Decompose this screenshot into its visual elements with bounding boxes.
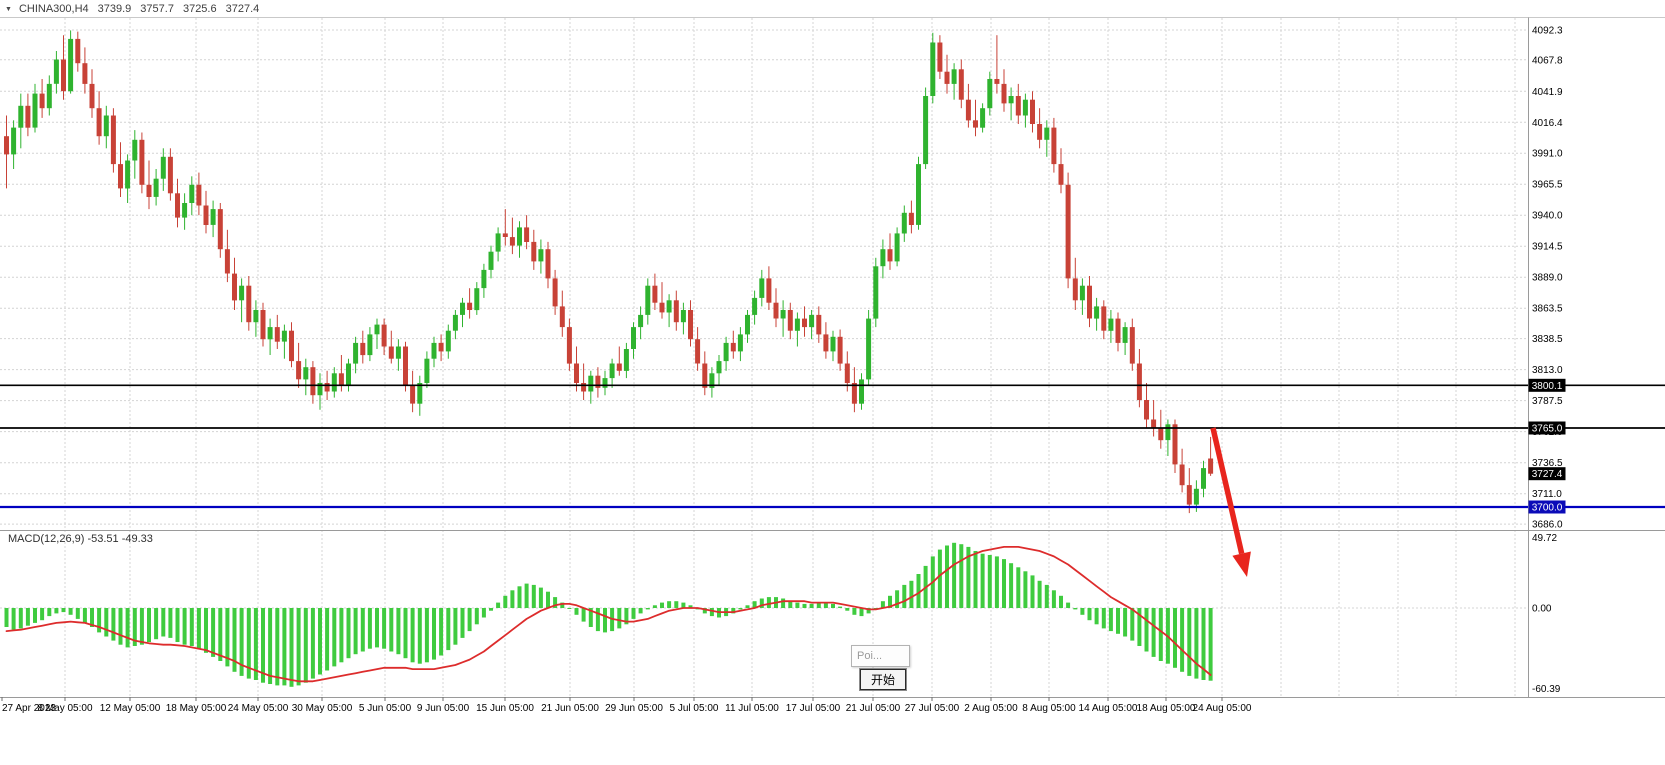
svg-text:12 May 05:00: 12 May 05:00: [100, 703, 161, 714]
svg-text:14 Aug 05:00: 14 Aug 05:00: [1079, 703, 1138, 714]
svg-text:18 May 05:00: 18 May 05:00: [166, 703, 227, 714]
svg-text:5 Jun 05:00: 5 Jun 05:00: [359, 703, 412, 714]
svg-text:49.72: 49.72: [1532, 533, 1557, 544]
trend-arrow[interactable]: [1210, 427, 1251, 577]
svg-text:3765.0: 3765.0: [1532, 424, 1563, 435]
price-axis[interactable]: 4092.3 4067.8 4041.9 4016.4 3991.0 3965.5 3940…: [1532, 26, 1563, 531]
svg-text:30 May 05:00: 30 May 05:00: [292, 703, 353, 714]
svg-text:0.00: 0.00: [1532, 604, 1552, 615]
svg-text:8 Aug 05:00: 8 Aug 05:00: [1022, 703, 1076, 714]
svg-text:24 Aug 05:00: 24 Aug 05:00: [1193, 703, 1252, 714]
svg-text:8 May 05:00: 8 May 05:00: [37, 703, 92, 714]
quote-close: 3727.4: [225, 3, 260, 15]
symbol-bar: ▼ CHINA300,H4 3739.9 3757.7 3725.6 3727.…: [5, 3, 259, 15]
levels-layer[interactable]: [0, 384, 1665, 509]
svg-text:29 Jun 05:00: 29 Jun 05:00: [605, 703, 663, 714]
macd-histogram: [4, 542, 1213, 687]
svg-text:5 Jul 05:00: 5 Jul 05:00: [670, 703, 719, 714]
svg-text:4041.9: 4041.9: [1532, 87, 1563, 98]
candles-layer: [4, 30, 1214, 514]
svg-text:15 Jun 05:00: 15 Jun 05:00: [476, 703, 534, 714]
symbol-name: CHINA300,H4: [18, 3, 89, 15]
quote-high: 3757.7: [140, 3, 174, 15]
svg-text:4092.3: 4092.3: [1532, 26, 1563, 37]
svg-text:3711.0: 3711.0: [1532, 489, 1562, 500]
svg-text:3813.0: 3813.0: [1532, 365, 1563, 376]
svg-text:3889.0: 3889.0: [1532, 273, 1563, 284]
svg-text:3787.5: 3787.5: [1532, 396, 1563, 407]
svg-text:3991.0: 3991.0: [1532, 149, 1563, 160]
svg-text:21 Jul 05:00: 21 Jul 05:00: [846, 703, 901, 714]
svg-text:3863.5: 3863.5: [1532, 304, 1563, 315]
script-dialog: Poi... 开始: [851, 645, 913, 695]
start-button[interactable]: 开始: [860, 669, 906, 690]
svg-text:2 Aug 05:00: 2 Aug 05:00: [964, 703, 1018, 714]
svg-text:-60.39: -60.39: [1532, 684, 1561, 695]
svg-text:27 Jul 05:00: 27 Jul 05:00: [905, 703, 960, 714]
svg-text:3940.0: 3940.0: [1532, 211, 1563, 222]
svg-text:3800.1: 3800.1: [1532, 381, 1563, 392]
svg-text:4016.4: 4016.4: [1532, 118, 1563, 129]
svg-text:27 Apr 2023: 27 Apr 2023: [2, 703, 56, 714]
svg-text:3838.5: 3838.5: [1532, 334, 1563, 345]
macd-indicator-label: MACD(12,26,9) -53.51 -49.33: [8, 533, 153, 545]
macd-axis[interactable]: 49.72 0.00 -60.39: [1532, 533, 1561, 695]
panel-borders: [0, 17, 1665, 698]
svg-text:18 Aug 05:00: 18 Aug 05:00: [1137, 703, 1196, 714]
svg-text:4067.8: 4067.8: [1532, 55, 1563, 66]
collapse-chevron-icon[interactable]: ▼: [5, 5, 12, 13]
svg-text:24 May 05:00: 24 May 05:00: [228, 703, 289, 714]
svg-text:9 Jun 05:00: 9 Jun 05:00: [417, 703, 470, 714]
grid-layer: [0, 18, 1528, 697]
svg-text:3965.5: 3965.5: [1532, 180, 1563, 191]
svg-text:3686.0: 3686.0: [1532, 520, 1563, 531]
svg-text:11 Jul 05:00: 11 Jul 05:00: [725, 703, 779, 714]
svg-text:3736.5: 3736.5: [1532, 458, 1563, 469]
svg-text:17 Jul 05:00: 17 Jul 05:00: [786, 703, 841, 714]
svg-text:3914.5: 3914.5: [1532, 242, 1563, 253]
svg-text:3700.0: 3700.0: [1532, 503, 1563, 514]
dialog-title: Poi...: [851, 645, 910, 667]
macd-signal-line: [5, 546, 1212, 683]
quote-open: 3739.9: [97, 3, 132, 15]
quote-low: 3725.6: [182, 3, 217, 15]
svg-text:21 Jun 05:00: 21 Jun 05:00: [541, 703, 599, 714]
svg-text:3727.4: 3727.4: [1532, 469, 1563, 480]
price-badges: 3800.1 3765.0 3727.4 3700.0: [1528, 378, 1566, 514]
